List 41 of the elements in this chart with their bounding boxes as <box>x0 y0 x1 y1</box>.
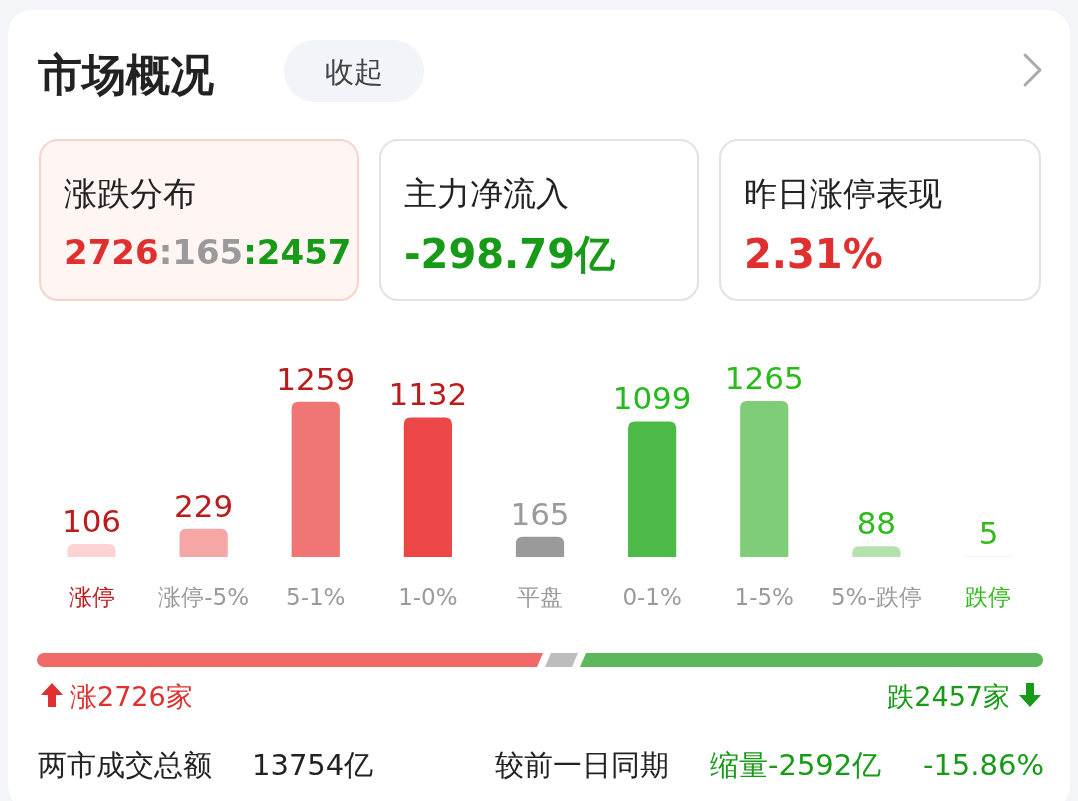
x-tick-label: 5-1% <box>286 584 346 610</box>
bar <box>179 528 228 557</box>
text: 涨跌分布 <box>64 174 196 213</box>
text: 主力净流入 <box>404 174 569 213</box>
data-label: 1099 <box>612 380 692 417</box>
x-tick-label: 1-0% <box>398 584 458 610</box>
x-tick-label: 1-5% <box>734 584 794 610</box>
bar <box>740 401 789 557</box>
data-label: 229 <box>174 487 234 524</box>
text: 昨日涨停表现 <box>744 174 942 213</box>
data-label: 106 <box>61 502 122 539</box>
data-label: 88 <box>856 505 897 542</box>
data-label: 1132 <box>388 376 468 413</box>
data-label: 5 <box>978 515 999 552</box>
text: 两市成交总额 <box>38 748 212 782</box>
text: 缩量-2592亿 <box>710 748 882 782</box>
bar <box>852 546 901 557</box>
text: -298.79亿 <box>404 231 616 277</box>
x-tick-label: 5%-跌停 <box>830 584 922 610</box>
data-label: 165 <box>510 495 570 532</box>
bar <box>291 401 340 557</box>
text: -15.86% <box>922 748 1044 782</box>
x-tick-label: 0-1% <box>622 584 682 610</box>
text: 2726:165:2457 <box>64 232 352 272</box>
bar <box>403 417 452 557</box>
data-label: 1259 <box>276 360 356 397</box>
x-tick-label: 涨停 <box>68 584 115 610</box>
text: 2.31% <box>744 231 883 277</box>
chart-title: 市场概况 <box>38 49 214 100</box>
x-tick-label: 平盘 <box>517 584 563 610</box>
bar <box>67 543 116 557</box>
text: 13754亿 <box>252 748 374 782</box>
text: 跌2457家 <box>887 681 1010 712</box>
text: 较前一日同期 <box>495 748 669 782</box>
bar <box>515 536 565 557</box>
text: 涨2726家 <box>70 681 193 712</box>
x-tick-label: 跌停 <box>965 584 1012 610</box>
x-tick-label: 涨停-5% <box>158 584 250 610</box>
bar <box>628 421 677 557</box>
text: 收起 <box>325 55 383 89</box>
data-label: 1265 <box>724 360 804 396</box>
